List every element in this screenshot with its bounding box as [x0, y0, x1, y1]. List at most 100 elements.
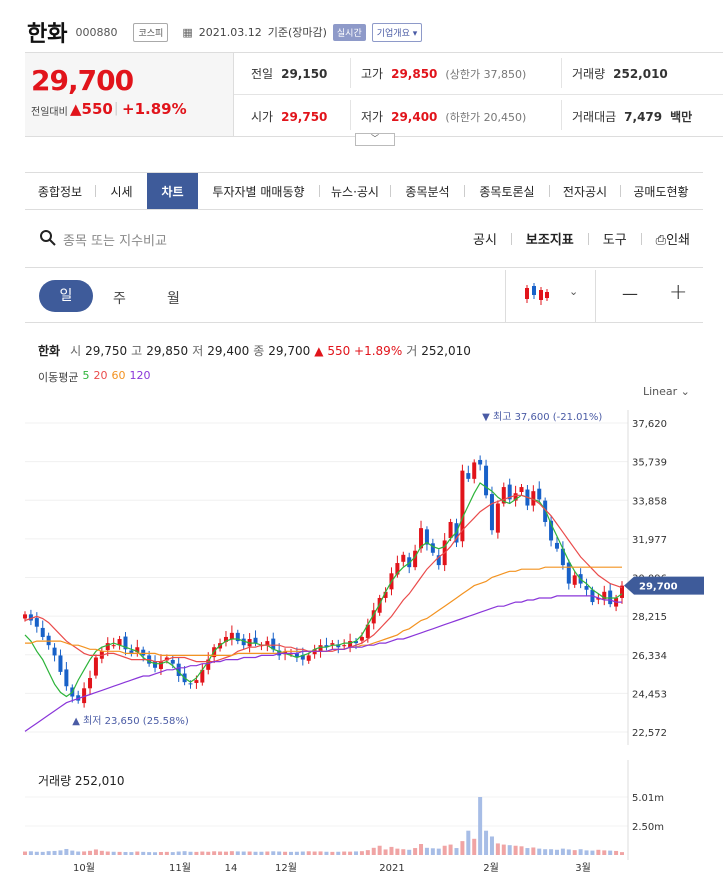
company-overview-dropdown[interactable]: 기업개요 ▾ — [371, 22, 423, 42]
tab-news[interactable]: 뉴스·공시 — [320, 173, 390, 209]
notice-button[interactable]: 공시 — [472, 233, 497, 248]
tab-disclosure[interactable]: 전자공시 — [550, 173, 620, 209]
stat-label: 거래량 — [572, 67, 606, 81]
scale-label: Linear — [643, 385, 678, 398]
candle-body — [430, 543, 435, 553]
stat-low: 저가 29,400 (하한가 20,450) — [361, 108, 526, 125]
volume-bar — [472, 838, 477, 855]
volume-tick-label: 5.01m — [632, 793, 664, 804]
x-axis-label: 10월 — [73, 862, 95, 874]
volume-bar — [141, 851, 146, 855]
candle-body — [472, 462, 477, 479]
candlestick-type-icon[interactable] — [524, 283, 550, 305]
moving-average-legend[interactable]: 이동평균 5 20 60 120 — [38, 369, 150, 385]
volume-bar — [348, 851, 353, 855]
x-axis-label: 12월 — [275, 862, 297, 874]
price-panel — [25, 53, 234, 136]
candle-body — [229, 632, 234, 640]
price-tick-label: 33,858 — [632, 496, 667, 507]
volume-bar — [170, 852, 175, 855]
candle-body — [419, 528, 424, 549]
period-week-button[interactable]: 주 — [113, 291, 126, 307]
tab-chart[interactable]: 차트 — [147, 173, 198, 209]
price-tick-label: 35,739 — [632, 458, 667, 469]
price-change: ▲550 — [70, 100, 113, 118]
candle-body — [82, 688, 87, 704]
realtime-button[interactable]: 실시간 — [332, 23, 366, 41]
candle-body — [448, 521, 453, 538]
compare-search-input[interactable]: 종목 또는 지수비교 — [63, 234, 167, 249]
zoom-out-button[interactable]: — — [622, 284, 638, 303]
volume-bar — [194, 851, 199, 855]
candle-body — [235, 632, 240, 642]
indicators-button[interactable]: 보조지표 — [525, 233, 574, 248]
divider — [620, 185, 621, 197]
volume-bar — [117, 851, 122, 855]
volume-bar — [265, 851, 270, 855]
volume-bar — [259, 851, 264, 855]
volume-bar — [88, 850, 93, 855]
volume-bar — [371, 847, 376, 855]
tab-label: 종목토론실 — [479, 184, 535, 199]
tab-analysis[interactable]: 종목분석 — [391, 173, 464, 209]
candle-body — [318, 645, 323, 652]
ma5-label: 5 — [82, 369, 90, 382]
print-button[interactable]: ⎙인쇄 — [656, 229, 690, 248]
scale-dropdown[interactable]: Linear ⌄ — [643, 385, 690, 398]
zoom-in-button[interactable]: + — [669, 280, 688, 305]
tab-summary[interactable]: 종합정보 — [25, 173, 95, 209]
candle-body — [354, 641, 359, 644]
volume-bar — [448, 844, 453, 855]
ohlc-info: 한화 시 29,750 고 29,850 저 29,400 종 29,700 ▲ 550… — [38, 342, 471, 359]
volume-bar — [200, 851, 205, 855]
tab-investor-trading[interactable]: 투자자별 매매동향 — [198, 173, 319, 209]
stock-header: 한화 000880 코스피 ▦ 2021.03.12 기준(장마감) 실시간 기… — [27, 14, 423, 50]
info-volume: 252,010 — [421, 344, 471, 358]
candle-body — [135, 647, 140, 653]
volume-bar — [288, 851, 293, 855]
volume-chart[interactable]: 5.01m 2.50m 10월 11월 14 12월 2021 2월 3월 — [0, 760, 723, 889]
divider — [561, 58, 562, 88]
ma20-line — [24, 494, 623, 663]
chart-tools: 공시 보조지표 도구 ⎙인쇄 — [473, 229, 690, 248]
volume-bar — [549, 849, 554, 855]
volume-bar — [359, 851, 364, 855]
candle-body — [200, 669, 205, 683]
candle-body — [513, 493, 518, 501]
candle-body — [271, 638, 276, 650]
candle-body — [117, 639, 122, 646]
period-day-button[interactable]: 일 — [39, 280, 93, 312]
period-month-button[interactable]: 월 — [167, 291, 180, 307]
tab-discussion[interactable]: 종목토론실 — [465, 173, 549, 209]
stat-label: 거래대금 — [572, 110, 617, 124]
chevron-down-icon[interactable]: ⌄ — [569, 285, 579, 298]
tools-button[interactable]: 도구 — [602, 233, 627, 248]
search-icon[interactable] — [39, 229, 57, 247]
volume-bar — [76, 851, 81, 855]
stat-prev-close: 전일 29,150 — [251, 65, 327, 82]
candle-body — [170, 659, 175, 664]
volume-bar — [105, 851, 110, 855]
price-change-percent: +1.89% — [122, 100, 187, 118]
stat-amount: 거래대금 7,479 백만 — [572, 108, 692, 125]
volume-bar — [554, 849, 559, 855]
volume-bar — [147, 852, 152, 855]
stat-label: 고가 — [361, 67, 384, 81]
candle-body — [549, 520, 554, 541]
volume-bar — [306, 851, 311, 855]
stat-value: 7,479 — [624, 110, 663, 124]
price-tick-label: 31,977 — [632, 535, 667, 546]
price-chart[interactable]: 37,62035,73933,85831,97730,09628,21526,3… — [0, 400, 723, 750]
stat-value: 252,010 — [613, 67, 668, 81]
volume-bar — [46, 851, 51, 855]
volume-bar — [484, 830, 489, 855]
volume-bar — [543, 849, 548, 855]
volume-bar — [401, 849, 406, 855]
volume-bar — [578, 849, 583, 855]
tab-short-selling[interactable]: 공매도현황 — [621, 173, 701, 209]
tab-quotes[interactable]: 시세 — [96, 173, 147, 209]
candle-body — [489, 494, 494, 531]
volume-bar — [312, 851, 317, 855]
expand-chevron-button[interactable]: ﹀ — [355, 133, 395, 146]
candle-body — [34, 618, 39, 627]
